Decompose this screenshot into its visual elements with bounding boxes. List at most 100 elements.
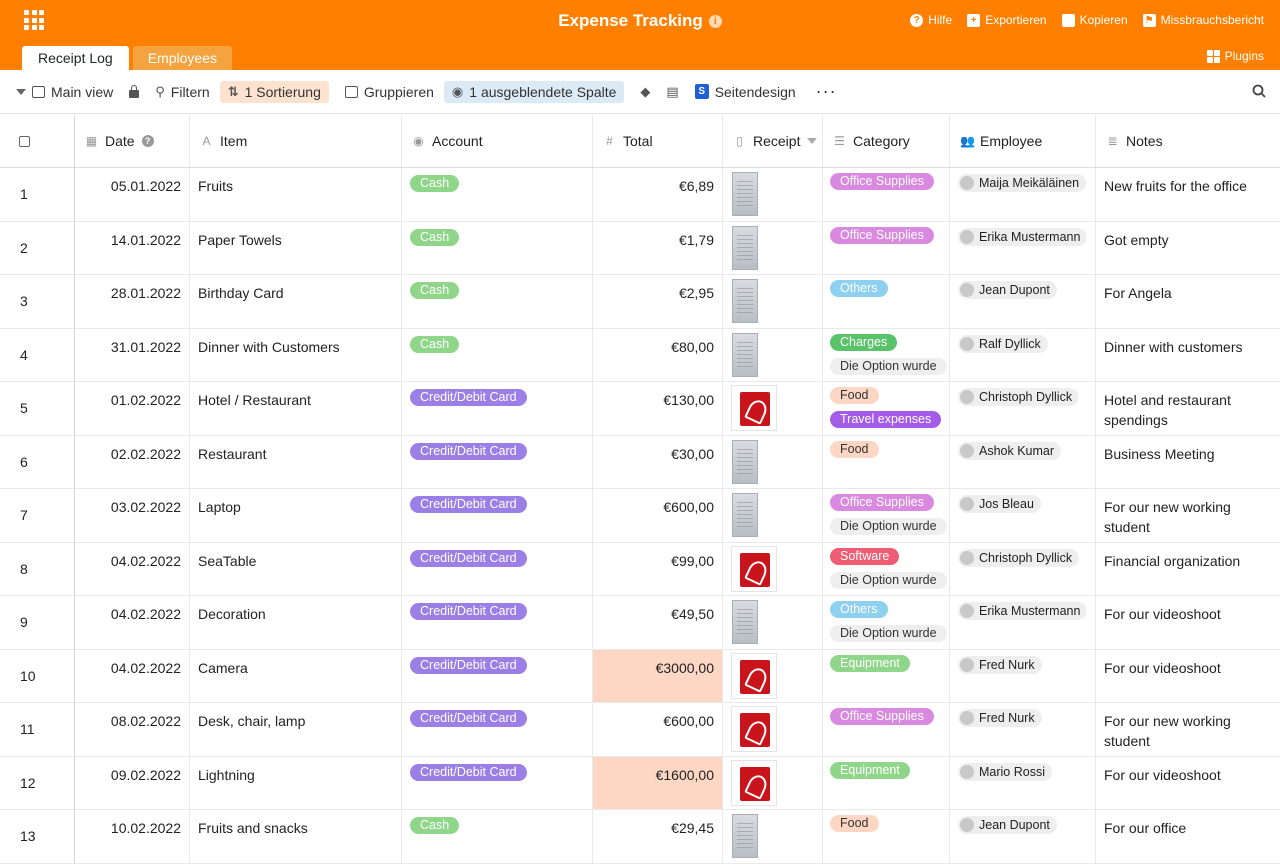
employee-cell[interactable]: Christoph Dyllick	[950, 542, 1096, 595]
receipt-cell[interactable]	[723, 168, 823, 221]
account-cell[interactable]: Credit/Debit Card	[402, 756, 593, 809]
employee-chip[interactable]: Jean Dupont	[958, 816, 1057, 834]
notes-cell[interactable]: For our videoshoot	[1096, 596, 1280, 649]
employee-cell[interactable]: Jos Bleau	[950, 489, 1096, 542]
table-row[interactable]: 9 04.02.2022 Decoration Credit/Debit Card €4…	[0, 596, 1280, 650]
account-cell[interactable]: Credit/Debit Card	[402, 435, 593, 488]
category-cell[interactable]: Office Supplies	[823, 168, 950, 221]
page-design-button[interactable]: S Seitendesign	[694, 81, 796, 103]
employee-chip[interactable]: Jos Bleau	[958, 495, 1041, 513]
question-icon[interactable]: ?	[141, 135, 154, 147]
employee-chip[interactable]: Erika Mustermann	[958, 227, 1088, 246]
total-cell[interactable]: €1600,00	[593, 756, 723, 809]
column-header-date[interactable]: ▦ Date?	[75, 115, 190, 167]
pdf-file-icon[interactable]	[731, 652, 777, 699]
account-cell[interactable]: Cash	[402, 168, 593, 221]
date-cell[interactable]: 10.02.2022	[75, 810, 190, 863]
category-cell[interactable]: Others Die Option wurde	[823, 596, 950, 649]
item-cell[interactable]: Desk, chair, lamp	[190, 703, 402, 756]
table-row[interactable]: 12 09.02.2022 Lightning Credit/Debit Card €1…	[0, 756, 1280, 810]
total-cell[interactable]: €29,45	[593, 810, 723, 863]
total-cell[interactable]: €30,00	[593, 435, 723, 488]
column-header-notes[interactable]: ≣ Notes	[1096, 115, 1280, 167]
item-cell[interactable]: Dinner with Customers	[190, 328, 402, 381]
receipt-image-thumbnail[interactable]	[732, 600, 758, 644]
date-cell[interactable]: 28.01.2022	[75, 275, 190, 328]
row-number-cell[interactable]: 1	[0, 168, 75, 221]
category-cell[interactable]: Food Travel expenses	[823, 382, 950, 435]
date-cell[interactable]: 08.02.2022	[75, 703, 190, 756]
row-number-cell[interactable]: 9	[0, 596, 75, 649]
row-number-cell[interactable]: 7	[0, 489, 75, 542]
more-options-button[interactable]: ···	[815, 81, 837, 101]
employee-chip[interactable]: Fred Nurk	[958, 709, 1042, 727]
notes-cell[interactable]: For our new working student	[1096, 489, 1280, 542]
item-cell[interactable]: Camera	[190, 649, 402, 702]
receipt-cell[interactable]	[723, 221, 823, 274]
item-cell[interactable]: Restaurant	[190, 435, 402, 488]
account-cell[interactable]: Credit/Debit Card	[402, 596, 593, 649]
table-row[interactable]: 11 08.02.2022 Desk, chair, lamp Credit/Debi…	[0, 703, 1280, 757]
column-header-item[interactable]: A Item	[190, 115, 402, 167]
table-row[interactable]: 6 02.02.2022 Restaurant Credit/Debit Card €3…	[0, 435, 1280, 489]
total-cell[interactable]: €49,50	[593, 596, 723, 649]
receipt-image-thumbnail[interactable]	[732, 332, 758, 377]
notes-cell[interactable]: For our office	[1096, 810, 1280, 863]
item-cell[interactable]: Laptop	[190, 489, 402, 542]
row-number-cell[interactable]: 8	[0, 542, 75, 595]
table-row[interactable]: 3 28.01.2022 Birthday Card Cash €2,95 Others J…	[0, 275, 1280, 329]
total-cell[interactable]: €600,00	[593, 703, 723, 756]
employee-cell[interactable]: Fred Nurk	[950, 649, 1096, 702]
total-cell[interactable]: €600,00	[593, 489, 723, 542]
employee-chip[interactable]: Fred Nurk	[958, 655, 1042, 674]
total-cell[interactable]: €2,95	[593, 275, 723, 328]
column-header-employee[interactable]: 👥 Employee	[950, 115, 1096, 167]
category-cell[interactable]: Software Die Option wurde	[823, 542, 950, 595]
row-height-button[interactable]: ▤	[666, 81, 678, 103]
employee-cell[interactable]: Fred Nurk	[950, 703, 1096, 756]
receipt-image-thumbnail[interactable]	[732, 814, 758, 858]
total-cell[interactable]: €80,00	[593, 328, 723, 381]
date-cell[interactable]: 02.02.2022	[75, 435, 190, 488]
category-cell[interactable]: Office Supplies	[823, 703, 950, 756]
plugins-button[interactable]: Plugins	[1206, 49, 1264, 63]
account-cell[interactable]: Cash	[402, 328, 593, 381]
employee-chip[interactable]: Erika Mustermann	[958, 602, 1088, 620]
tab-employees[interactable]: Employees	[132, 46, 232, 70]
column-header-account[interactable]: ◉ Account	[402, 115, 593, 167]
apps-grid-icon[interactable]	[24, 10, 44, 30]
item-cell[interactable]: Decoration	[190, 596, 402, 649]
notes-cell[interactable]: Got empty	[1096, 222, 1280, 275]
item-cell[interactable]: Fruits	[190, 168, 402, 221]
employee-cell[interactable]: Erika Mustermann	[950, 596, 1096, 649]
help-button[interactable]: ? Hilfe	[910, 13, 952, 27]
date-cell[interactable]: 04.02.2022	[75, 596, 190, 649]
category-cell[interactable]: Others	[823, 275, 950, 328]
notes-cell[interactable]: For our videoshoot	[1096, 757, 1280, 810]
filter-button[interactable]: ⚲ Filtern	[155, 81, 209, 103]
table-row[interactable]: 4 31.01.2022 Dinner with Customers Cash €80,…	[0, 328, 1280, 382]
select-all-checkbox[interactable]	[19, 135, 30, 147]
receipt-image-thumbnail[interactable]	[732, 225, 758, 270]
notes-cell[interactable]: For Angela	[1096, 275, 1280, 328]
group-button[interactable]: Gruppieren	[344, 81, 434, 103]
account-cell[interactable]: Credit/Debit Card	[402, 382, 593, 435]
row-number-cell[interactable]: 2	[0, 221, 75, 274]
employee-cell[interactable]: Jean Dupont	[950, 275, 1096, 328]
row-number-cell[interactable]: 11	[0, 703, 75, 756]
receipt-cell[interactable]	[723, 542, 823, 595]
row-color-button[interactable]: ◆	[640, 81, 650, 103]
receipt-cell[interactable]	[723, 703, 823, 756]
notes-cell[interactable]: Dinner with customers	[1096, 329, 1280, 382]
employee-chip[interactable]: Ashok Kumar	[958, 441, 1062, 460]
receipt-image-thumbnail[interactable]	[732, 439, 758, 484]
account-cell[interactable]: Cash	[402, 221, 593, 274]
pdf-file-icon[interactable]	[731, 759, 777, 806]
account-cell[interactable]: Cash	[402, 275, 593, 328]
receipt-cell[interactable]	[723, 275, 823, 328]
notes-cell[interactable]: New fruits for the office	[1096, 168, 1280, 221]
item-cell[interactable]: Birthday Card	[190, 275, 402, 328]
account-cell[interactable]: Credit/Debit Card	[402, 703, 593, 756]
total-cell[interactable]: €130,00	[593, 382, 723, 435]
receipt-cell[interactable]	[723, 596, 823, 649]
